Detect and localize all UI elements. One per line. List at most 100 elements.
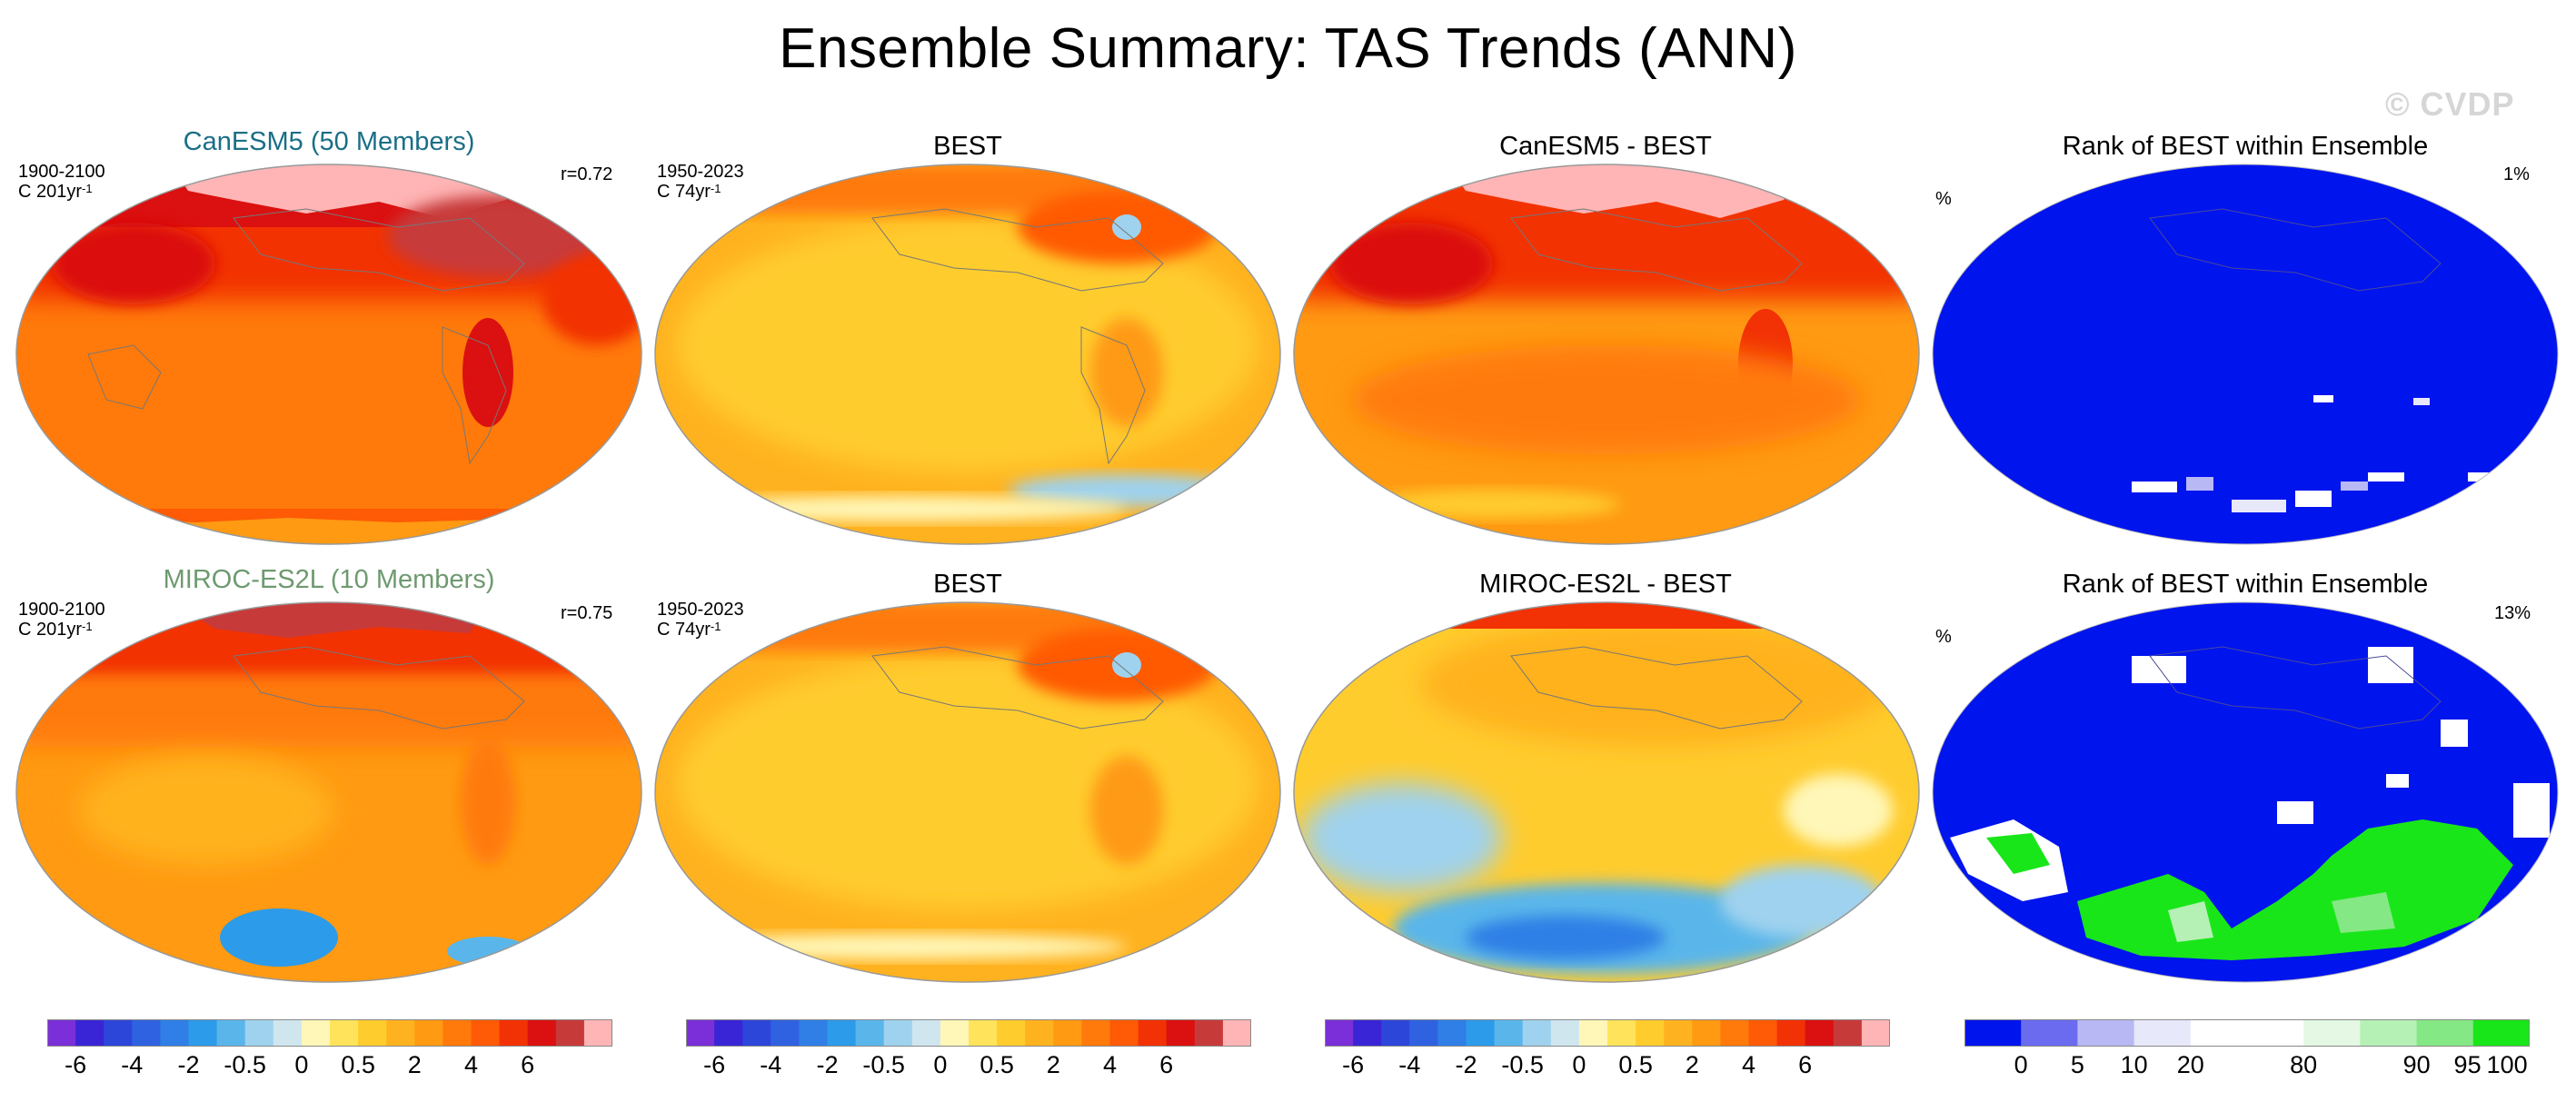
colorbar-swatch <box>1437 1019 1467 1047</box>
colorbar-swatch <box>1748 1019 1778 1047</box>
colorbar-swatch <box>104 1019 133 1047</box>
colorbar-border <box>1964 1019 2530 1047</box>
colorbar-swatch <box>1636 1019 1665 1047</box>
diff-title-row2: MIROC-ES2L - BEST <box>1479 570 1732 599</box>
colorbar-tick-label: 6 <box>1159 1051 1174 1078</box>
colorbar-swatch <box>2247 1019 2304 1047</box>
colorbar-tick-label: 0 <box>2014 1051 2028 1078</box>
colorbar-border <box>47 1019 612 1047</box>
colorbar-swatch <box>1833 1019 1863 1047</box>
colorbar-swatch <box>273 1019 303 1047</box>
colorbar-swatch <box>969 1019 998 1047</box>
colorbar-swatch <box>414 1019 443 1047</box>
colorbar-swatch <box>1109 1019 1139 1047</box>
model-period-row2: 1900-2100 C 201yr-1 <box>18 600 105 640</box>
obs-period-row1: 1950-2023 C 74yr-1 <box>657 162 744 202</box>
colorbar-tick-label: 5 <box>2070 1051 2084 1078</box>
model-title-row2: MIROC-ES2L (10 Members) <box>163 565 495 594</box>
colorbar-tick-label: 6 <box>521 1051 535 1078</box>
colorbar-swatch <box>1861 1019 1890 1047</box>
colorbar-swatch <box>301 1019 331 1047</box>
colorbar-swatch <box>1166 1019 1196 1047</box>
colorbar-swatch <box>216 1019 246 1047</box>
colorbar-swatch <box>1138 1019 1168 1047</box>
colorbar-tick-label: 95 <box>2453 1051 2482 1078</box>
colorbar-tick-label: -6 <box>703 1051 726 1078</box>
colorbar-swatch <box>1664 1019 1693 1047</box>
colorbar-tick-label: 0.5 <box>341 1051 375 1078</box>
colorbar-swatch <box>499 1019 529 1047</box>
rank-title-row1: Rank of BEST within Ensemble <box>2062 132 2429 161</box>
colorbar-tick-label: 90 <box>2402 1051 2431 1078</box>
colorbar-tick-label: -6 <box>65 1051 87 1078</box>
colorbar-swatch <box>555 1019 585 1047</box>
colorbar-swatch <box>471 1019 501 1047</box>
colorbar-tick-label: -4 <box>1398 1051 1421 1078</box>
colorbar-swatch <box>1494 1019 1524 1047</box>
rank-unit-row2: % <box>1935 627 1952 647</box>
map-obs-row1 <box>654 164 1281 545</box>
colorbar-tick-label: 10 <box>2120 1051 2148 1078</box>
map-diff-row1 <box>1293 164 1920 545</box>
colorbar-tick-label: -2 <box>177 1051 200 1078</box>
rank-title-row2: Rank of BEST within Ensemble <box>2062 570 2429 599</box>
colorbar-swatch <box>742 1019 771 1047</box>
diff-title-row1: CanESM5 - BEST <box>1499 132 1712 161</box>
colorbar-swatch <box>386 1019 415 1047</box>
colorbar-swatch <box>583 1019 612 1047</box>
map-rank-row2 <box>1932 601 2559 983</box>
colorbar-swatch <box>330 1019 359 1047</box>
corr-row2: r=0.75 <box>561 603 613 623</box>
colorbar-tick-label: -0.5 <box>1501 1051 1544 1078</box>
colorbar-swatch <box>1607 1019 1636 1047</box>
colorbar-swatch <box>1325 1019 1354 1047</box>
colorbar-tick-label: -2 <box>816 1051 839 1078</box>
colorbar-swatch <box>911 1019 941 1047</box>
colorbar-swatch <box>855 1019 885 1047</box>
figure-title: Ensemble Summary: TAS Trends (ANN) <box>779 17 1797 80</box>
colorbar-tick-label: 0 <box>1572 1051 1586 1078</box>
map-obs-row2 <box>654 601 1281 983</box>
rank-pct-row1: 1% <box>2503 164 2530 184</box>
map-model-row1 <box>15 164 642 545</box>
colorbar-tick-label: -2 <box>1455 1051 1477 1078</box>
colorbar-swatch <box>940 1019 970 1047</box>
colorbar-tick-label: 6 <box>1798 1051 1813 1078</box>
colorbar-swatch <box>1353 1019 1382 1047</box>
colorbar-swatch <box>2472 1019 2530 1047</box>
colorbar-swatch <box>799 1019 828 1047</box>
colorbar-tick-label: 80 <box>2290 1051 2318 1078</box>
colorbar-swatch <box>2133 1019 2192 1047</box>
colorbar-tick-label: 2 <box>407 1051 422 1078</box>
colorbar-swatch <box>1409 1019 1438 1047</box>
colorbar-swatch <box>2077 1019 2135 1047</box>
colorbar-swatch <box>1578 1019 1608 1047</box>
colorbar-swatch <box>1776 1019 1806 1047</box>
colorbar-swatch <box>1194 1019 1224 1047</box>
colorbar-swatch <box>1466 1019 1496 1047</box>
colorbar-swatch <box>1720 1019 1749 1047</box>
colorbar-tick-label: 20 <box>2176 1051 2204 1078</box>
colorbar-tick-label: -4 <box>121 1051 144 1078</box>
colorbar-tick-label: 2 <box>1046 1051 1060 1078</box>
rank-pct-row2: 13% <box>2494 603 2531 623</box>
map-rank-row1 <box>1932 164 2559 545</box>
colorbar-swatch <box>244 1019 274 1047</box>
colorbar-swatch <box>714 1019 743 1047</box>
colorbar-swatch <box>1550 1019 1580 1047</box>
colorbar-border <box>686 1019 1251 1047</box>
colorbar-swatch <box>2190 1019 2248 1047</box>
colorbar-swatch <box>160 1019 189 1047</box>
colorbar-tick-label: -6 <box>1342 1051 1365 1078</box>
colorbar-swatch <box>2360 1019 2418 1047</box>
obs-title-row2: BEST <box>933 570 1002 599</box>
colorbar-tick-label: 0 <box>933 1051 948 1078</box>
colorbar-tick-label: 4 <box>463 1051 479 1078</box>
colorbar-swatch <box>1381 1019 1410 1047</box>
colorbar-swatch <box>443 1019 472 1047</box>
rank-unit-row1: % <box>1935 189 1952 209</box>
colorbar-swatch <box>1522 1019 1552 1047</box>
colorbar-tick-label: -0.5 <box>862 1051 905 1078</box>
cvdp-watermark: © CVDP <box>2385 85 2515 123</box>
colorbar-tick-label: -0.5 <box>224 1051 266 1078</box>
